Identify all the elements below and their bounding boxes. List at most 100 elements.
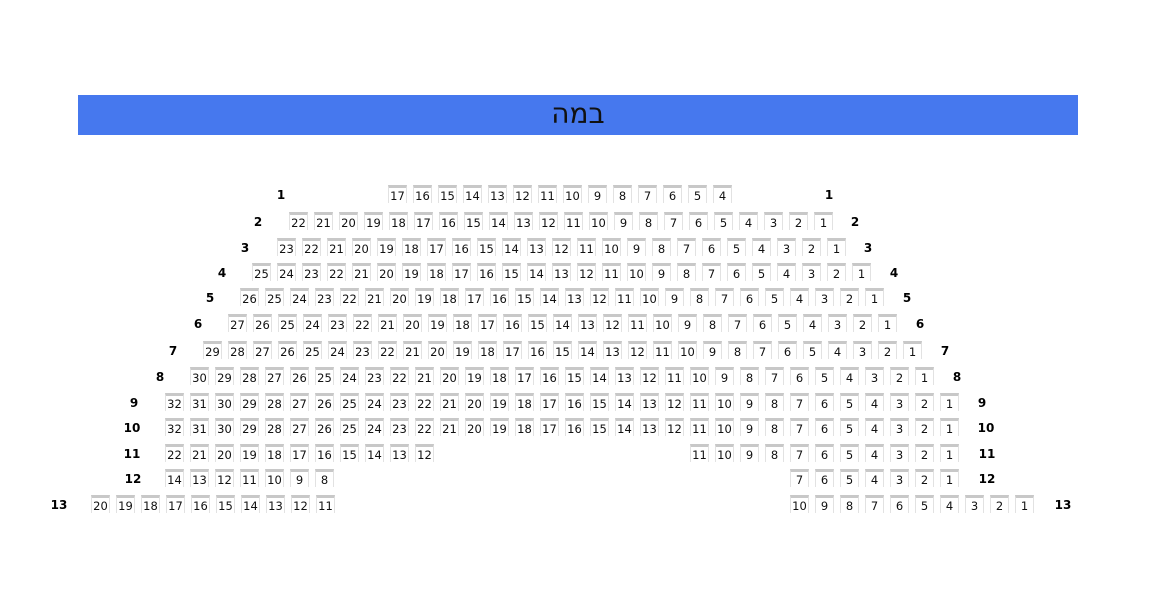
seat[interactable]: 14: [553, 314, 572, 332]
seat[interactable]: 1: [814, 212, 833, 230]
seat[interactable]: 11: [577, 238, 596, 256]
seat[interactable]: 2: [915, 469, 934, 487]
seat[interactable]: 12: [577, 263, 596, 281]
seat[interactable]: 9: [703, 341, 722, 359]
seat[interactable]: 17: [465, 288, 484, 306]
seat[interactable]: 28: [240, 367, 259, 385]
seat[interactable]: 21: [190, 444, 209, 462]
seat[interactable]: 19: [402, 263, 421, 281]
seat[interactable]: 4: [865, 418, 884, 436]
seat[interactable]: 10: [715, 418, 734, 436]
seat[interactable]: 16: [490, 288, 509, 306]
seat[interactable]: 7: [790, 393, 809, 411]
seat[interactable]: 26: [253, 314, 272, 332]
seat[interactable]: 12: [415, 444, 434, 462]
seat[interactable]: 18: [515, 393, 534, 411]
seat[interactable]: 8: [765, 418, 784, 436]
seat[interactable]: 7: [753, 341, 772, 359]
seat[interactable]: 15: [565, 367, 584, 385]
seat[interactable]: 15: [528, 314, 547, 332]
seat[interactable]: 4: [940, 495, 959, 513]
seat[interactable]: 15: [340, 444, 359, 462]
seat[interactable]: 23: [277, 238, 296, 256]
seat[interactable]: 4: [752, 238, 771, 256]
seat[interactable]: 25: [278, 314, 297, 332]
seat[interactable]: 23: [365, 367, 384, 385]
seat[interactable]: 1: [940, 418, 959, 436]
seat[interactable]: 20: [91, 495, 110, 513]
seat[interactable]: 11: [615, 288, 634, 306]
seat[interactable]: 7: [790, 444, 809, 462]
seat[interactable]: 10: [589, 212, 608, 230]
seat[interactable]: 3: [965, 495, 984, 513]
seat[interactable]: 25: [252, 263, 271, 281]
seat[interactable]: 8: [315, 469, 334, 487]
seat[interactable]: 5: [752, 263, 771, 281]
seat[interactable]: 31: [190, 418, 209, 436]
seat[interactable]: 23: [390, 393, 409, 411]
seat[interactable]: 13: [615, 367, 634, 385]
seat[interactable]: 7: [790, 469, 809, 487]
seat[interactable]: 9: [740, 418, 759, 436]
seat[interactable]: 16: [452, 238, 471, 256]
seat[interactable]: 21: [403, 341, 422, 359]
seat[interactable]: 4: [828, 341, 847, 359]
seat[interactable]: 13: [640, 393, 659, 411]
seat[interactable]: 17: [166, 495, 185, 513]
seat[interactable]: 8: [613, 185, 632, 203]
seat[interactable]: 17: [388, 185, 407, 203]
seat[interactable]: 31: [190, 393, 209, 411]
seat[interactable]: 20: [465, 393, 484, 411]
seat[interactable]: 10: [640, 288, 659, 306]
seat[interactable]: 20: [403, 314, 422, 332]
seat[interactable]: 12: [628, 341, 647, 359]
seat[interactable]: 5: [765, 288, 784, 306]
seat[interactable]: 5: [778, 314, 797, 332]
seat[interactable]: 9: [665, 288, 684, 306]
seat[interactable]: 8: [677, 263, 696, 281]
seat[interactable]: 3: [890, 469, 909, 487]
seat[interactable]: 3: [853, 341, 872, 359]
seat[interactable]: 13: [552, 263, 571, 281]
seat[interactable]: 16: [477, 263, 496, 281]
seat[interactable]: 16: [315, 444, 334, 462]
seat[interactable]: 14: [527, 263, 546, 281]
seat[interactable]: 22: [327, 263, 346, 281]
seat[interactable]: 6: [790, 367, 809, 385]
seat[interactable]: 20: [339, 212, 358, 230]
seat[interactable]: 7: [638, 185, 657, 203]
seat[interactable]: 14: [489, 212, 508, 230]
seat[interactable]: 3: [802, 263, 821, 281]
seat[interactable]: 3: [764, 212, 783, 230]
seat[interactable]: 21: [440, 418, 459, 436]
seat[interactable]: 21: [378, 314, 397, 332]
seat[interactable]: 10: [715, 444, 734, 462]
seat[interactable]: 2: [802, 238, 821, 256]
seat[interactable]: 9: [678, 314, 697, 332]
seat[interactable]: 16: [413, 185, 432, 203]
seat[interactable]: 17: [452, 263, 471, 281]
seat[interactable]: 19: [116, 495, 135, 513]
seat[interactable]: 12: [552, 238, 571, 256]
seat[interactable]: 13: [190, 469, 209, 487]
seat[interactable]: 18: [265, 444, 284, 462]
seat[interactable]: 4: [790, 288, 809, 306]
seat[interactable]: 28: [265, 418, 284, 436]
seat[interactable]: 19: [415, 288, 434, 306]
seat[interactable]: 15: [477, 238, 496, 256]
seat[interactable]: 20: [428, 341, 447, 359]
seat[interactable]: 30: [215, 418, 234, 436]
seat[interactable]: 27: [290, 418, 309, 436]
seat[interactable]: 20: [440, 367, 459, 385]
seat[interactable]: 2: [915, 444, 934, 462]
seat[interactable]: 5: [803, 341, 822, 359]
seat[interactable]: 28: [228, 341, 247, 359]
seat[interactable]: 25: [265, 288, 284, 306]
seat[interactable]: 12: [640, 367, 659, 385]
seat[interactable]: 25: [303, 341, 322, 359]
seat[interactable]: 18: [389, 212, 408, 230]
seat[interactable]: 8: [703, 314, 722, 332]
seat[interactable]: 2: [915, 418, 934, 436]
seat[interactable]: 8: [690, 288, 709, 306]
seat[interactable]: 6: [815, 418, 834, 436]
